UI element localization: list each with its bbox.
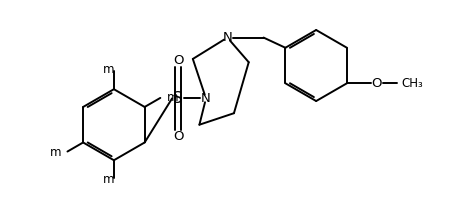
Text: O: O	[173, 130, 183, 143]
Text: m: m	[103, 173, 114, 186]
Text: O: O	[372, 77, 382, 90]
Text: m: m	[103, 63, 114, 76]
Text: m: m	[50, 146, 61, 159]
Text: m: m	[167, 91, 178, 104]
Text: CH₃: CH₃	[402, 77, 423, 90]
Text: N: N	[201, 92, 211, 105]
Text: S: S	[173, 91, 183, 106]
Text: N: N	[223, 31, 232, 44]
Text: O: O	[173, 54, 183, 67]
